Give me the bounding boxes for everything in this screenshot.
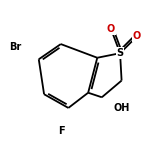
Text: O: O [107,24,115,34]
Text: O: O [133,31,141,41]
Text: OH: OH [113,103,130,113]
Text: Br: Br [9,42,21,52]
Text: F: F [58,126,65,136]
Text: S: S [117,48,124,58]
